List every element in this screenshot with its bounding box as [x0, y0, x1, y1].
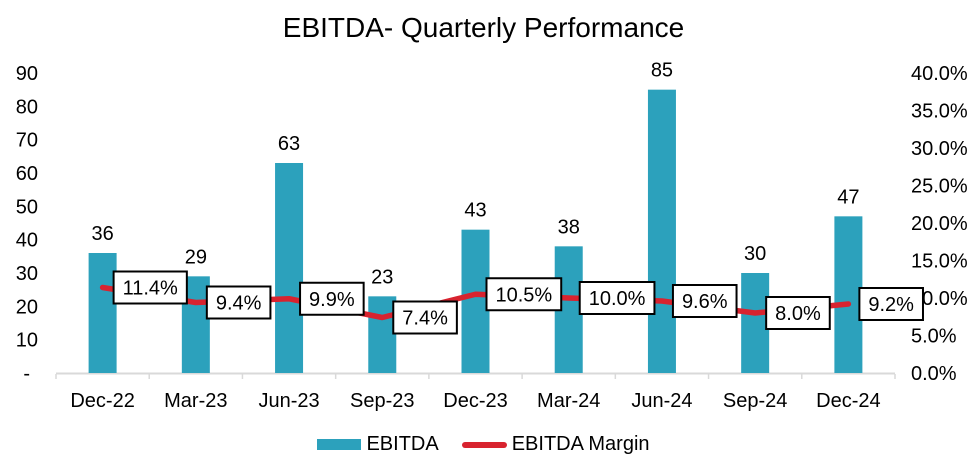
x-axis-label-dec-23: Dec-23 — [443, 390, 507, 412]
x-axis-label-dec-24: Dec-24 — [816, 390, 880, 412]
x-axis-label-mar-24: Mar-24 — [537, 390, 600, 412]
legend-item-ebitda-margin: EBITDA Margin — [461, 433, 650, 456]
right-axis-tick-label: 30.0% — [911, 138, 967, 160]
svg-text:10.0%: 10.0% — [589, 288, 646, 310]
ebitda-series-swatch-icon — [317, 439, 362, 450]
left-axis-tick-label: 50 — [16, 196, 38, 218]
bar-jun-24 — [647, 89, 676, 374]
margin-data-label: 9.6% — [671, 284, 738, 318]
bar-value-label: 23 — [371, 266, 393, 288]
bar-dec-22 — [88, 253, 117, 373]
left-axis-tick-label: 70 — [16, 130, 38, 152]
bar-dec-24 — [834, 216, 863, 373]
bar-value-label: 85 — [651, 60, 673, 82]
bar-value-label: 29 — [185, 246, 207, 268]
left-axis-tick-label: - — [23, 363, 30, 385]
left-axis-tick-label: 30 — [16, 263, 38, 285]
bar-value-label: 30 — [744, 243, 766, 265]
ebitda-margin-series-swatch-icon — [461, 441, 507, 448]
bar-dec-23 — [461, 229, 490, 373]
chart-legend: EBITDA EBITDA Margin — [0, 433, 967, 456]
left-axis-tick-label: 60 — [16, 163, 38, 185]
margin-data-label: 8.0% — [765, 296, 831, 330]
svg-text:9.2%: 9.2% — [868, 294, 914, 316]
legend-item-ebitda: EBITDA — [317, 433, 439, 456]
right-axis-tick-label: 5.0% — [911, 326, 957, 348]
margin-data-label: 9.4% — [205, 285, 272, 320]
bar-sep-23 — [368, 296, 397, 373]
margin-data-label: 10.5% — [485, 277, 563, 312]
left-axis-tick-label: 10 — [16, 330, 38, 352]
legend-label-ebitda-margin: EBITDA Margin — [511, 433, 650, 455]
chart-title: EBITDA- Quarterly Performance — [282, 12, 685, 43]
margin-data-label: 10.0% — [578, 281, 656, 315]
bar-sep-24 — [741, 273, 770, 373]
x-axis-label-sep-24: Sep-24 — [723, 390, 788, 412]
left-axis-tick-label: 20 — [16, 296, 38, 318]
left-axis-tick-label: 80 — [16, 96, 38, 118]
bar-value-label: 47 — [837, 186, 859, 208]
left-axis-tick-label: 90 — [16, 63, 38, 85]
x-axis-label-jun-23: Jun-23 — [258, 390, 319, 412]
bar-jun-23 — [275, 163, 304, 373]
bar-value-label: 63 — [278, 133, 300, 155]
x-axis-label-dec-22: Dec-22 — [70, 390, 134, 412]
svg-text:9.4%: 9.4% — [216, 293, 262, 315]
svg-text:9.6%: 9.6% — [682, 291, 728, 313]
svg-text:11.4%: 11.4% — [123, 278, 178, 300]
x-axis-label-jun-24: Jun-24 — [631, 390, 692, 412]
x-axis-label-sep-23: Sep-23 — [350, 390, 415, 412]
left-axis-tick-label: 40 — [16, 230, 38, 252]
svg-text:8.0%: 8.0% — [775, 303, 821, 325]
right-axis-tick-label: 25.0% — [911, 176, 967, 198]
bar-value-label: 36 — [91, 223, 113, 245]
margin-data-label: 7.4% — [392, 300, 458, 335]
svg-text:10.5%: 10.5% — [496, 284, 553, 306]
right-axis-tick-label: 10.0% — [911, 288, 967, 310]
right-axis-tick-label: 35.0% — [911, 101, 967, 123]
right-axis-tick-label: 15.0% — [911, 251, 967, 273]
bar-value-label: 38 — [558, 216, 580, 238]
margin-data-label: 9.9% — [299, 281, 365, 316]
legend-label-ebitda: EBITDA — [366, 433, 439, 455]
margin-data-label: 11.4% — [112, 270, 188, 305]
x-axis-label-mar-23: Mar-23 — [164, 390, 227, 412]
svg-text:9.9%: 9.9% — [309, 289, 355, 311]
svg-text:7.4%: 7.4% — [402, 308, 448, 330]
right-axis-tick-label: 0.0% — [911, 363, 957, 385]
right-axis-tick-label: 20.0% — [911, 213, 967, 235]
margin-data-label: 9.2% — [858, 287, 924, 321]
right-axis-tick-label: 40.0% — [911, 63, 967, 85]
bar-value-label: 43 — [464, 200, 486, 222]
